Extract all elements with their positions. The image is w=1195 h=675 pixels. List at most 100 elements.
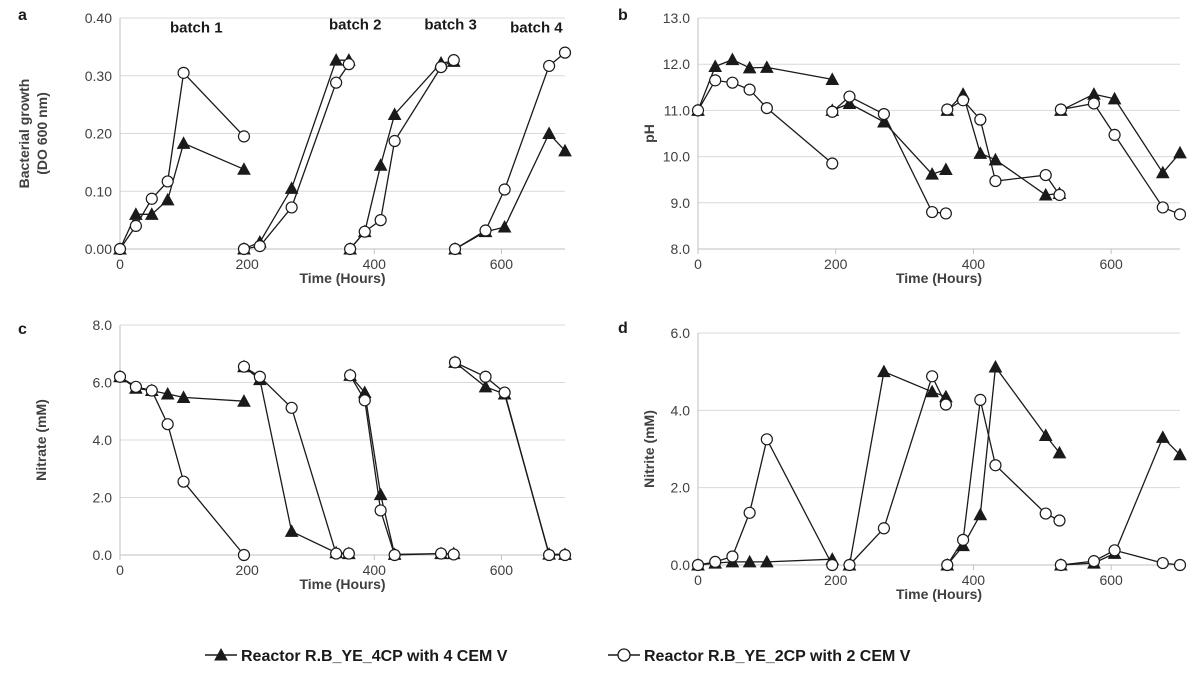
point-d-circle-2-1 <box>956 533 970 546</box>
point-a-triangle-1-3 <box>329 53 343 66</box>
point-a-circle-0-5 <box>237 130 251 143</box>
point-c-triangle-0-4 <box>176 390 191 403</box>
panel-b: 8.0 9.0 10.0 11.0 12.0 13.0 0 200 400 600 Time (Ho… <box>618 7 1187 286</box>
point-b-triangle-3-2 <box>1107 91 1122 105</box>
annotation-a-1: batch 2 <box>329 17 382 34</box>
series-line-c-circle-1 <box>243 366 349 555</box>
point-d-triangle-0-4 <box>760 554 774 568</box>
x-tick-label-b-2: 400 <box>962 256 986 272</box>
point-d-triangle-1-2 <box>925 384 939 398</box>
y-tick-label-b-2: 10.0 <box>663 149 690 165</box>
point-c-circle-3-3 <box>543 548 556 562</box>
point-b-circle-2-1 <box>956 94 970 107</box>
point-d-circle-3-1 <box>1087 555 1101 568</box>
point-d-triangle-3-4 <box>1173 447 1187 461</box>
point-d-circle-3-3 <box>1156 556 1169 570</box>
y-tick-label-a-1: 0.10 <box>85 183 112 199</box>
y-axis-title-c-0: Nitrate (mM) <box>33 399 49 481</box>
point-c-triangle-3-1 <box>478 379 493 393</box>
point-a-circle-2-1 <box>358 225 371 238</box>
point-d-circle-0-5 <box>826 558 839 572</box>
x-tick-label-d-3: 600 <box>1099 572 1123 588</box>
point-a-triangle-2-2 <box>373 158 388 171</box>
point-d-circle-2-5 <box>1053 514 1066 527</box>
x-tick-label-b-3: 600 <box>1099 256 1123 272</box>
series-line-d-circle-0 <box>697 437 833 566</box>
point-a-circle-0-1 <box>129 219 142 232</box>
y-axis-title-d-0: Nitrite (mM) <box>641 410 657 488</box>
point-d-circle-3-0 <box>1054 558 1067 572</box>
point-a-circle-3-2 <box>498 183 511 196</box>
series-line-d-triangle-1 <box>848 370 947 566</box>
point-b-circle-1-3 <box>926 205 939 219</box>
point-d-circle-1-0 <box>843 558 856 572</box>
x-tick-label-b-1: 200 <box>824 256 848 272</box>
series-line-c-circle-0 <box>119 376 245 556</box>
panel-letter-b: b <box>618 7 628 24</box>
point-a-circle-3-4 <box>558 46 572 59</box>
point-d-triangle-2-4 <box>1038 428 1053 441</box>
point-b-triangle-0-2 <box>725 52 740 66</box>
point-b-circle-1-2 <box>877 107 891 121</box>
point-b-circle-3-0 <box>1054 103 1067 116</box>
point-c-triangle-1-2 <box>284 524 299 537</box>
y-tick-label-c-4: 8.0 <box>93 317 113 333</box>
point-d-circle-2-0 <box>941 558 954 572</box>
series-line-a-circle-3 <box>454 52 566 250</box>
panel-a: 0.00 0.10 0.20 0.30 0.40 0 200 400 600 Time (Hour… <box>16 7 572 286</box>
point-b-circle-2-2 <box>974 113 987 126</box>
point-c-triangle-2-2 <box>373 487 388 501</box>
point-d-circle-0-2 <box>726 550 739 563</box>
point-b-circle-0-0 <box>691 104 705 117</box>
point-a-circle-1-3 <box>330 76 343 89</box>
x-tick-label-d-0: 0 <box>694 572 702 588</box>
y-tick-label-d-3: 6.0 <box>671 325 691 341</box>
point-a-circle-2-3 <box>388 134 401 148</box>
point-d-circle-0-1 <box>709 555 722 569</box>
point-d-triangle-0-3 <box>742 554 757 568</box>
series-line-a-circle-2 <box>349 59 455 250</box>
point-b-circle-0-4 <box>760 101 773 115</box>
point-b-circle-0-3 <box>743 83 756 96</box>
point-b-circle-3-1 <box>1087 97 1101 110</box>
point-c-circle-2-4 <box>434 547 448 560</box>
point-d-triangle-2-5 <box>1052 445 1067 459</box>
series-d-triangle <box>691 359 1187 571</box>
panel-letter-a: a <box>18 7 27 24</box>
y-tick-label-b-3: 11.0 <box>664 102 690 118</box>
point-a-circle-1-1 <box>253 240 266 253</box>
point-d-circle-2-2 <box>974 393 987 406</box>
x-axis-title-b: Time (Hours) <box>896 270 982 286</box>
x-tick-label-a-2: 400 <box>363 256 387 272</box>
point-a-triangle-3-4 <box>558 143 572 157</box>
panel-letter-d: d <box>618 320 628 337</box>
point-a-circle-0-3 <box>161 175 174 188</box>
point-b-triangle-1-3 <box>925 167 939 180</box>
y-tick-label-b-4: 12.0 <box>663 56 690 72</box>
y-tick-label-c-0: 0.0 <box>93 547 113 563</box>
point-d-circle-1-3 <box>939 398 952 411</box>
point-c-circle-3-0 <box>448 356 462 369</box>
x-tick-label-b-0: 0 <box>694 256 702 272</box>
series-line-b-triangle-0 <box>697 58 833 111</box>
point-d-triangle-2-2 <box>973 507 988 521</box>
point-d-circle-1-2 <box>926 370 939 383</box>
point-b-circle-2-0 <box>941 103 954 116</box>
point-a-circle-0-2 <box>145 192 158 205</box>
panel-d: 0.0 2.0 4.0 6.0 0 200 400 600 Time (Hours) Nitrit… <box>618 320 1187 602</box>
point-c-circle-2-3 <box>388 548 401 562</box>
point-c-circle-1-2 <box>285 401 298 414</box>
point-b-circle-0-1 <box>709 74 722 87</box>
series-line-b-circle-0 <box>697 79 833 164</box>
series-line-b-circle-2 <box>946 99 1061 196</box>
point-a-circle-3-1 <box>479 224 492 237</box>
point-c-circle-0-3 <box>161 418 174 431</box>
y-axis-title-a-1: (DO 600 nm) <box>34 92 50 174</box>
series-b-circle <box>691 74 1187 221</box>
point-b-circle-2-5 <box>1053 188 1066 202</box>
point-c-triangle-0-3 <box>160 386 175 400</box>
point-c-circle-2-2 <box>374 504 387 517</box>
x-tick-label-d-1: 200 <box>824 572 848 588</box>
x-tick-label-a-3: 600 <box>490 256 514 272</box>
point-d-circle-0-0 <box>691 558 705 572</box>
